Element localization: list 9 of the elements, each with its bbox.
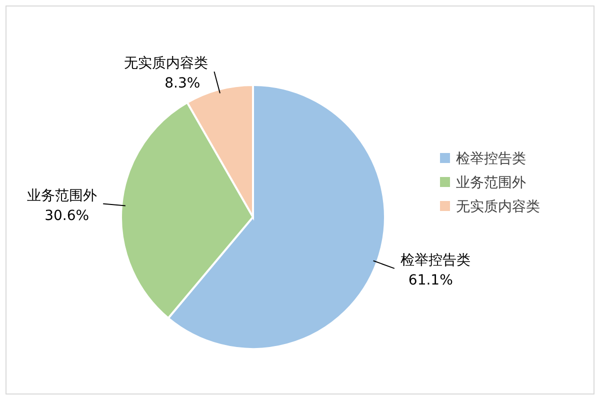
slice-label: 检举控告类 (400, 252, 470, 268)
slice-label: 业务范围外 (27, 188, 98, 204)
data-label: 30.6% (44, 208, 90, 224)
legend-label: 检举控告类 (456, 151, 526, 167)
slice-label: 无实质内容类 (124, 56, 208, 72)
legend-label: 无实质内容类 (456, 199, 540, 215)
legend-label: 业务范围外 (456, 175, 526, 191)
data-label: 8.3% (164, 76, 200, 92)
data-label: 61.1% (408, 272, 453, 288)
